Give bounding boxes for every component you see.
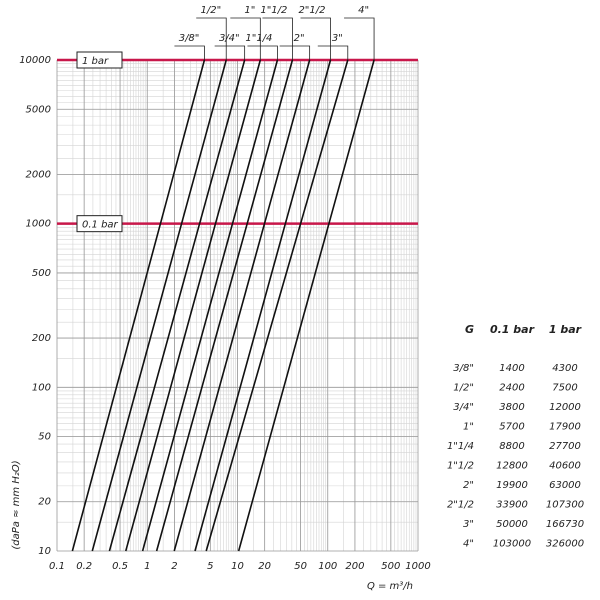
- y-axis-label: (daPa ≈ mm H₂O): [11, 460, 22, 549]
- x-tick-label: 5: [207, 561, 213, 572]
- label-leader: [317, 45, 349, 60]
- series-line: [194, 59, 332, 552]
- series-label: 3/8": [179, 33, 200, 44]
- table-cell: 7500: [552, 383, 577, 394]
- table-header: G: [465, 323, 474, 336]
- table-cell: 2": [463, 480, 474, 491]
- series-line: [124, 59, 262, 552]
- table-cell: 4300: [552, 363, 577, 374]
- x-axis-label: Q = m³/h: [367, 581, 413, 592]
- series-label: 2"1/2: [298, 5, 325, 16]
- table-cell: 326000: [546, 539, 584, 550]
- y-tick-label: 50: [38, 432, 51, 443]
- series-label: 1/2": [201, 5, 222, 16]
- table-cell: 19900: [496, 480, 528, 491]
- table-cell: 107300: [546, 500, 584, 511]
- table-cell: 2"1/2: [447, 500, 474, 511]
- label-leader: [300, 17, 331, 60]
- table-cell: 3/4": [453, 402, 474, 413]
- x-tick-label: 100: [318, 561, 337, 572]
- y-tick-label: 500: [32, 268, 51, 279]
- reference-label-box: [76, 215, 123, 233]
- y-tick-label: 200: [32, 333, 51, 344]
- x-tick-label: 20: [258, 561, 271, 572]
- x-tick-label: 1: [144, 561, 150, 572]
- series-line: [173, 59, 311, 552]
- reference-label: 1 bar: [82, 56, 109, 67]
- label-leader: [214, 45, 246, 60]
- series-line: [237, 59, 375, 552]
- y-tick-label: 2000: [26, 169, 51, 180]
- table-header: 1 bar: [549, 323, 582, 336]
- series-line: [108, 59, 246, 552]
- y-tick-label: 10000: [19, 55, 51, 66]
- table-cell: 1400: [499, 363, 524, 374]
- series-label: 2": [294, 33, 305, 44]
- x-tick-label: 500: [381, 561, 400, 572]
- series-line: [155, 59, 294, 552]
- table-cell: 1"1/2: [447, 461, 474, 472]
- series-line: [205, 59, 349, 552]
- x-tick-label: 10: [231, 561, 244, 572]
- reference-label: 0.1 bar: [82, 220, 119, 231]
- y-tick-label: 20: [38, 497, 51, 508]
- table-cell: 33900: [496, 500, 528, 511]
- grid: [56, 59, 419, 552]
- series-label: 1"1/2: [260, 5, 287, 16]
- series-line: [91, 59, 227, 552]
- y-tick-label: 10: [38, 546, 51, 557]
- label-leader: [344, 17, 375, 60]
- table-cell: 1": [463, 422, 474, 433]
- table-cell: 3/8": [453, 363, 474, 374]
- table-cell: 40600: [549, 461, 581, 472]
- table-cell: 3800: [499, 402, 524, 413]
- x-tick-label: 0.1: [49, 561, 65, 572]
- series-label: 1"1/4: [245, 33, 272, 44]
- x-tick-label: 2: [171, 561, 177, 572]
- x-tick-label: 200: [345, 561, 364, 572]
- label-leader: [247, 45, 278, 60]
- x-tick-label: 0.2: [76, 561, 92, 572]
- table-cell: 1"1/4: [447, 441, 474, 452]
- table-cell: 3": [463, 519, 474, 530]
- table-header: 0.1 bar: [490, 323, 535, 336]
- series-line: [141, 59, 279, 552]
- table-cell: 50000: [496, 519, 528, 530]
- table-cell: 166730: [546, 519, 584, 530]
- y-tick-label: 1000: [26, 219, 51, 230]
- table-cell: 17900: [549, 422, 581, 433]
- table-cell: 103000: [493, 539, 531, 550]
- x-tick-label: 0.5: [112, 561, 128, 572]
- y-tick-label: 100: [32, 382, 51, 393]
- series-label: 4": [358, 5, 369, 16]
- series-label: 3/4": [219, 33, 240, 44]
- y-tick-label: 5000: [26, 104, 51, 115]
- series-label: 3": [332, 33, 343, 44]
- table-cell: 8800: [499, 441, 524, 452]
- table-cell: 27700: [549, 441, 581, 452]
- table-cell: 63000: [549, 480, 581, 491]
- table-cell: 12800: [496, 461, 528, 472]
- series-label: 1": [244, 5, 255, 16]
- table-cell: 1/2": [453, 383, 474, 394]
- series-line: [71, 59, 206, 552]
- reference-label-box: [76, 51, 123, 69]
- x-tick-label: 50: [294, 561, 307, 572]
- table-cell: 12000: [549, 402, 581, 413]
- table-cell: 2400: [499, 383, 524, 394]
- label-leader: [279, 45, 311, 60]
- label-leader: [174, 45, 205, 60]
- table-cell: 4": [463, 539, 474, 550]
- table-cell: 5700: [499, 422, 524, 433]
- x-tick-label: 1000: [405, 561, 430, 572]
